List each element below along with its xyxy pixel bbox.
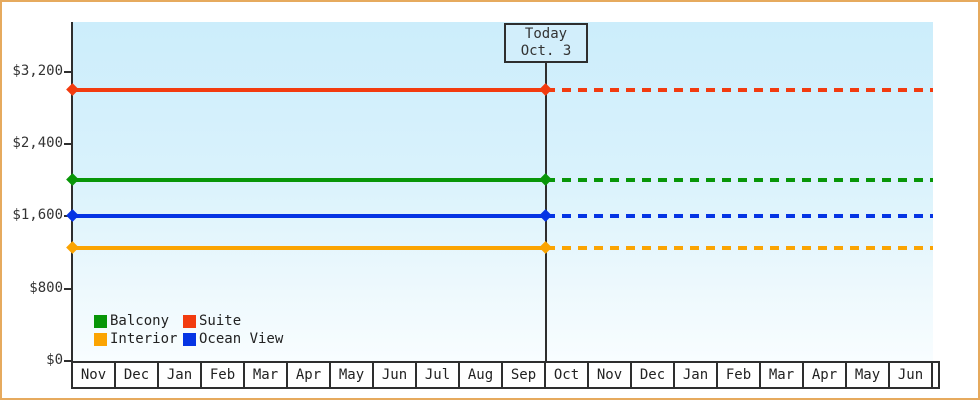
month-cell: Jun (890, 363, 933, 387)
legend: Balcony Suite Interior Ocean View (94, 313, 283, 347)
y-tick-label-3200: $3,200 (12, 62, 63, 79)
legend-swatch-icon (94, 314, 107, 328)
series-line-solid-interior (73, 246, 546, 250)
month-cell: May (847, 363, 890, 387)
month-cell: Feb (718, 363, 761, 387)
month-cell: Apr (804, 363, 847, 387)
legend-item-ocean-view: Ocean View (183, 331, 283, 347)
legend-swatch-icon (94, 332, 107, 346)
plot-area (73, 22, 933, 361)
month-cell: Dec (632, 363, 675, 387)
legend-swatch-icon (183, 314, 196, 328)
month-cell-partial (933, 363, 938, 387)
series-line-dashed-suite (546, 87, 933, 92)
legend-swatch-icon (183, 332, 196, 346)
month-cell: Nov (589, 363, 632, 387)
x-axis: Nov Dec Jan Feb Mar Apr May Jun Jul Aug Sep Oct Nov D… (71, 361, 940, 389)
y-tick-label-0: $0 (46, 352, 63, 368)
month-cell: May (331, 363, 374, 387)
y-tick-mark (64, 70, 72, 73)
y-tick-mark (64, 287, 72, 290)
legend-item-balcony: Balcony (94, 313, 183, 329)
y-tick-mark (64, 360, 72, 362)
month-cell: Mar (761, 363, 804, 387)
month-cell: Oct (546, 363, 589, 387)
today-marker-box: Today Oct. 3 (504, 23, 588, 63)
month-cell: Jan (159, 363, 202, 387)
month-cell: Feb (202, 363, 245, 387)
month-cell: Mar (245, 363, 288, 387)
legend-item-suite: Suite (183, 313, 283, 329)
legend-label: Balcony (110, 313, 170, 329)
month-cell: Sep (503, 363, 546, 387)
month-cell: Jan (675, 363, 718, 387)
series-line-solid-ocean-view (73, 214, 546, 219)
month-cell: Nov (73, 363, 116, 387)
month-cell: Aug (460, 363, 503, 387)
y-tick-label-1600: $1,600 (12, 207, 63, 224)
legend-label: Suite (199, 313, 242, 329)
legend-item-interior: Interior (94, 331, 183, 347)
series-line-dashed-interior (546, 246, 933, 250)
y-axis-line (71, 22, 73, 363)
today-label: Today (524, 26, 568, 42)
series-line-solid-balcony (73, 178, 546, 183)
month-cell: Jul (417, 363, 460, 387)
series-line-dashed-ocean-view (546, 214, 933, 219)
month-cell: Jun (374, 363, 417, 387)
y-tick-mark (64, 143, 72, 146)
month-cell: Dec (116, 363, 159, 387)
y-tick-label-800: $800 (29, 279, 63, 296)
today-date-label: Oct. 3 (520, 43, 572, 59)
legend-label: Ocean View (199, 331, 284, 347)
series-line-solid-suite (73, 87, 546, 92)
series-line-dashed-balcony (546, 178, 933, 183)
month-cell: Apr (288, 363, 331, 387)
legend-label: Interior (110, 331, 178, 347)
y-tick-label-2400: $2,400 (12, 135, 63, 152)
